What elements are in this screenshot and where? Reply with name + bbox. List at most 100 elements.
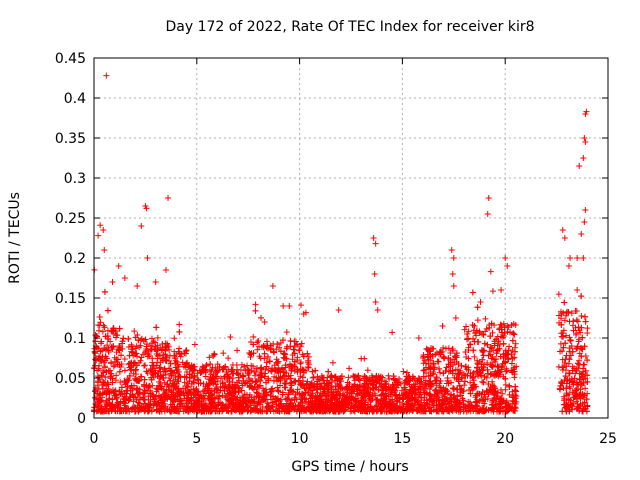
x-tick-label: 10 bbox=[291, 431, 309, 447]
data-point bbox=[291, 350, 298, 357]
data-point bbox=[307, 408, 314, 415]
data-points bbox=[91, 72, 591, 415]
data-point bbox=[577, 329, 584, 336]
data-point bbox=[444, 405, 451, 412]
data-point bbox=[234, 403, 241, 410]
data-point bbox=[563, 312, 570, 319]
data-point bbox=[494, 367, 501, 374]
data-point bbox=[497, 408, 504, 415]
data-point bbox=[290, 406, 297, 413]
data-point bbox=[573, 316, 580, 323]
data-point bbox=[252, 368, 259, 375]
data-point bbox=[396, 395, 403, 402]
data-point bbox=[304, 364, 311, 371]
data-point bbox=[559, 408, 566, 415]
data-point bbox=[290, 346, 297, 353]
data-point bbox=[195, 398, 202, 405]
data-point bbox=[561, 360, 568, 367]
data-point bbox=[489, 329, 496, 336]
data-point bbox=[125, 361, 132, 368]
data-point bbox=[417, 408, 424, 415]
data-point bbox=[584, 372, 591, 379]
y-tick-label: 0.45 bbox=[55, 51, 86, 67]
data-point bbox=[459, 388, 466, 395]
data-point bbox=[574, 360, 581, 367]
data-point bbox=[169, 398, 176, 405]
data-point bbox=[183, 400, 190, 407]
data-point bbox=[268, 387, 275, 394]
data-point bbox=[450, 255, 457, 261]
data-point bbox=[474, 357, 481, 364]
data-point bbox=[491, 340, 498, 347]
data-point bbox=[576, 361, 583, 368]
data-point bbox=[100, 227, 107, 233]
data-point bbox=[445, 368, 452, 375]
data-point bbox=[565, 263, 572, 269]
data-point bbox=[474, 365, 481, 372]
data-point bbox=[109, 396, 116, 403]
data-point bbox=[374, 307, 381, 313]
data-point bbox=[329, 359, 336, 366]
data-point bbox=[448, 391, 455, 398]
data-point bbox=[263, 396, 270, 403]
y-tick-label: 0.1 bbox=[64, 331, 86, 347]
data-point bbox=[95, 327, 102, 334]
data-point bbox=[328, 395, 335, 402]
data-point bbox=[453, 399, 460, 406]
data-point bbox=[275, 358, 282, 365]
data-point bbox=[479, 356, 486, 363]
data-point bbox=[100, 408, 107, 415]
data-point bbox=[476, 329, 483, 336]
data-point bbox=[355, 372, 362, 379]
data-point bbox=[230, 385, 237, 392]
data-point bbox=[273, 401, 280, 408]
data-point bbox=[447, 350, 454, 357]
y-tick-label: 0.2 bbox=[64, 251, 86, 267]
data-point bbox=[302, 390, 309, 397]
data-point bbox=[99, 394, 106, 401]
data-point bbox=[153, 324, 160, 331]
data-point bbox=[198, 369, 205, 376]
data-point bbox=[120, 335, 127, 342]
data-point bbox=[420, 351, 427, 358]
data-point bbox=[495, 396, 502, 403]
data-point bbox=[452, 315, 459, 321]
data-point bbox=[321, 404, 328, 411]
data-point bbox=[133, 362, 140, 369]
data-point bbox=[472, 408, 479, 415]
data-point bbox=[283, 329, 290, 336]
data-point bbox=[183, 360, 190, 367]
data-point bbox=[569, 367, 576, 374]
data-point bbox=[97, 222, 104, 229]
data-point bbox=[453, 375, 460, 382]
data-point bbox=[347, 393, 354, 400]
data-point bbox=[190, 379, 197, 386]
data-point bbox=[474, 317, 481, 324]
data-point bbox=[99, 328, 106, 335]
data-point bbox=[377, 383, 384, 390]
data-point bbox=[284, 396, 291, 403]
data-point bbox=[141, 381, 148, 388]
data-point bbox=[163, 356, 170, 363]
data-point bbox=[559, 227, 566, 233]
data-point bbox=[183, 374, 190, 381]
data-point bbox=[123, 378, 130, 385]
data-point bbox=[108, 359, 115, 366]
data-point bbox=[267, 407, 274, 414]
data-point bbox=[254, 339, 261, 346]
data-point bbox=[513, 398, 520, 405]
data-point bbox=[560, 327, 567, 334]
data-point bbox=[584, 402, 591, 409]
data-point bbox=[112, 328, 119, 335]
data-point bbox=[211, 351, 218, 358]
data-point bbox=[466, 341, 473, 348]
data-point bbox=[312, 400, 319, 407]
data-point bbox=[482, 315, 489, 322]
data-point bbox=[241, 363, 248, 370]
data-point bbox=[486, 348, 493, 355]
data-point bbox=[91, 348, 98, 355]
data-point bbox=[581, 399, 588, 406]
data-point bbox=[110, 363, 117, 370]
data-point bbox=[371, 271, 378, 277]
data-point bbox=[258, 374, 265, 381]
